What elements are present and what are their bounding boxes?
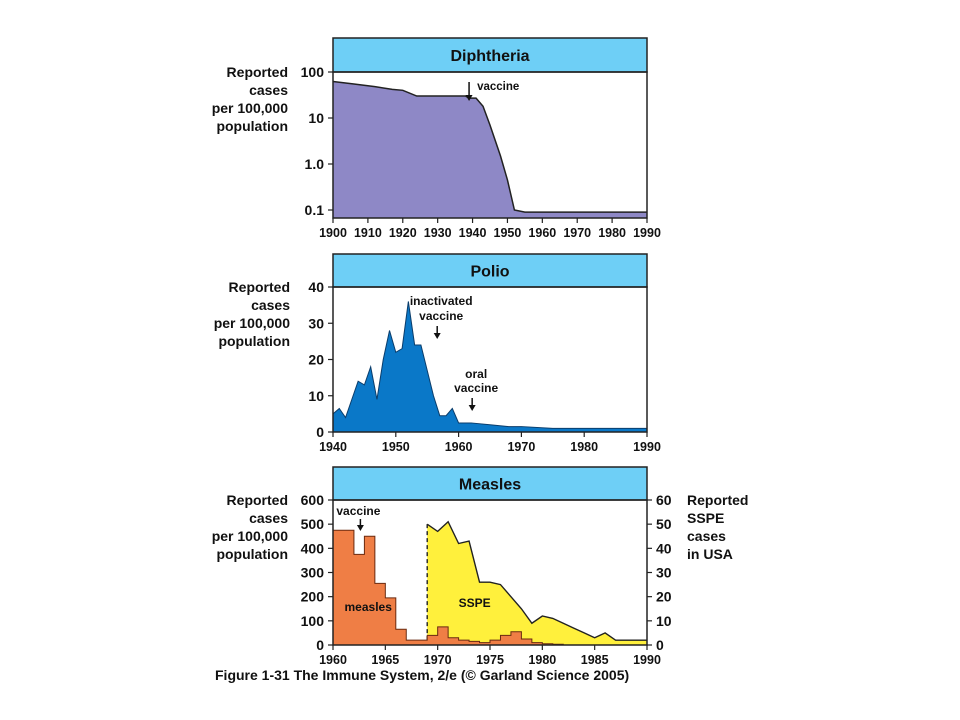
sspe-ytick-label: 0	[656, 637, 664, 653]
measles-xtick-label: 1965	[371, 653, 399, 667]
polio-xtick-label: 1980	[570, 440, 598, 454]
polio-xtick-label: 1960	[445, 440, 473, 454]
diphtheria-xtick-label: 1940	[459, 226, 487, 240]
polio-ytick-label: 20	[308, 352, 324, 368]
sspe-area	[427, 521, 647, 645]
polio-inactivated-label: inactivated	[410, 294, 473, 308]
diphtheria-ylabel-line: per 100,000	[212, 100, 288, 116]
polio-ytick-label: 40	[308, 279, 324, 295]
measles-ylabel-line: population	[216, 546, 288, 562]
measles-ytick-label: 300	[301, 565, 325, 581]
diphtheria-xtick-label: 1990	[633, 226, 661, 240]
diphtheria-vaccine-arrow-head	[465, 95, 473, 101]
polio-xtick-label: 1990	[633, 440, 661, 454]
measles-xtick-label: 1975	[476, 653, 504, 667]
sspe-ytick-label: 60	[656, 492, 672, 508]
diphtheria-title-bar	[332, 37, 648, 73]
sspe-line	[426, 520, 647, 641]
diphtheria-ytick-label: 10	[308, 110, 324, 126]
diphtheria-vaccine-label: vaccine	[477, 81, 519, 93]
polio-ytick-label: 30	[308, 315, 324, 331]
polio-xtick-label: 1940	[319, 440, 347, 454]
diphtheria-title: Diphtheria	[450, 48, 529, 65]
polio-area	[332, 301, 648, 433]
measles-ylabel-line: Reported	[227, 492, 288, 508]
measles-title: Measles	[459, 477, 521, 494]
measles-ylabel-line: cases	[249, 510, 288, 526]
measles-vaccine-arrow-head	[356, 525, 364, 531]
measles-ytick-label: 200	[301, 589, 325, 605]
sspe-ylabel-line: in USA	[687, 546, 733, 562]
measles-chart: Measles 0 100 200 300 400 500 600 0 10 20 30 40 50 60 1…	[212, 466, 748, 667]
diphtheria-ylabel-line: cases	[249, 82, 288, 98]
sspe-ytick-label: 40	[656, 540, 672, 556]
diphtheria-xtick-label: 1980	[598, 226, 626, 240]
diphtheria-xtick-label: 1920	[389, 226, 417, 240]
measles-ytick-label: 400	[301, 540, 325, 556]
measles-xtick-label: 1960	[319, 653, 347, 667]
measles-xtick-label: 1980	[528, 653, 556, 667]
sspe-ylabel-line: SSPE	[687, 510, 724, 526]
diphtheria-ylabel-line: Reported	[227, 64, 288, 80]
polio-ylabel-line: cases	[251, 297, 290, 313]
measles-ylabel-line: per 100,000	[212, 528, 288, 544]
measles-ytick-label: 600	[301, 492, 325, 508]
measles-xtick-label: 1970	[424, 653, 452, 667]
diphtheria-xtick-label: 1910	[354, 226, 382, 240]
polio-inactivated-label: vaccine	[419, 309, 463, 323]
diphtheria-ytick-label: 0.1	[305, 202, 325, 218]
measles-area	[332, 529, 564, 646]
sspe-ytick-label: 10	[656, 613, 672, 629]
measles-ytick-label: 500	[301, 516, 325, 532]
diphtheria-line	[332, 80, 647, 213]
diphtheria-chart: Diphtheria 100 10 1.0 0.1 1900 1910 1920 1930 194…	[212, 37, 661, 240]
polio-oral-label: vaccine	[454, 381, 498, 395]
polio-oral-arrow-head	[468, 405, 476, 411]
measles-vaccine-label: vaccine	[336, 504, 380, 518]
measles-xtick-label: 1990	[633, 653, 661, 667]
polio-oral-label: oral	[465, 367, 487, 381]
diphtheria-ylabel-line: population	[216, 118, 288, 134]
polio-ytick-label: 0	[316, 424, 324, 440]
measles-ytick-label: 0	[316, 637, 324, 653]
diphtheria-area	[333, 81, 647, 218]
diphtheria-xtick-label: 1930	[424, 226, 452, 240]
measles-xtick-label: 1985	[581, 653, 609, 667]
polio-ylabel-line: per 100,000	[214, 315, 290, 331]
figure-caption: Figure 1-31 The Immune System, 2/e (© Ga…	[215, 667, 630, 683]
measles-title-bar	[332, 466, 648, 501]
polio-inactivated-arrow-head	[433, 333, 441, 339]
polio-title-bar	[332, 253, 648, 288]
polio-chart: Polio 0 10 20 30 40 1940 1950 1960 1970 1980 1990 Re…	[214, 253, 661, 454]
sspe-ytick-label: 30	[656, 565, 672, 581]
polio-ytick-label: 10	[308, 388, 324, 404]
diphtheria-plot-frame	[332, 71, 648, 219]
sspe-series-label: SSPE	[459, 596, 491, 610]
sspe-ylabel-line: Reported	[687, 492, 748, 508]
polio-ylabel-line: population	[218, 333, 290, 349]
diphtheria-ytick-label: 1.0	[305, 156, 325, 172]
polio-xtick-label: 1970	[507, 440, 535, 454]
sspe-ylabel-line: cases	[687, 528, 726, 544]
polio-title: Polio	[470, 264, 509, 281]
sspe-ytick-label: 50	[656, 516, 672, 532]
diphtheria-ytick-label: 100	[301, 64, 325, 80]
polio-xtick-label: 1950	[382, 440, 410, 454]
diphtheria-xtick-label: 1970	[563, 226, 591, 240]
measles-ytick-label: 100	[301, 613, 325, 629]
measles-series-label: measles	[345, 600, 393, 614]
diphtheria-xtick-label: 1950	[494, 226, 522, 240]
diphtheria-xtick-label: 1960	[528, 226, 556, 240]
sspe-ytick-label: 20	[656, 589, 672, 605]
diphtheria-xtick-label: 1900	[319, 226, 347, 240]
polio-ylabel-line: Reported	[229, 279, 290, 295]
